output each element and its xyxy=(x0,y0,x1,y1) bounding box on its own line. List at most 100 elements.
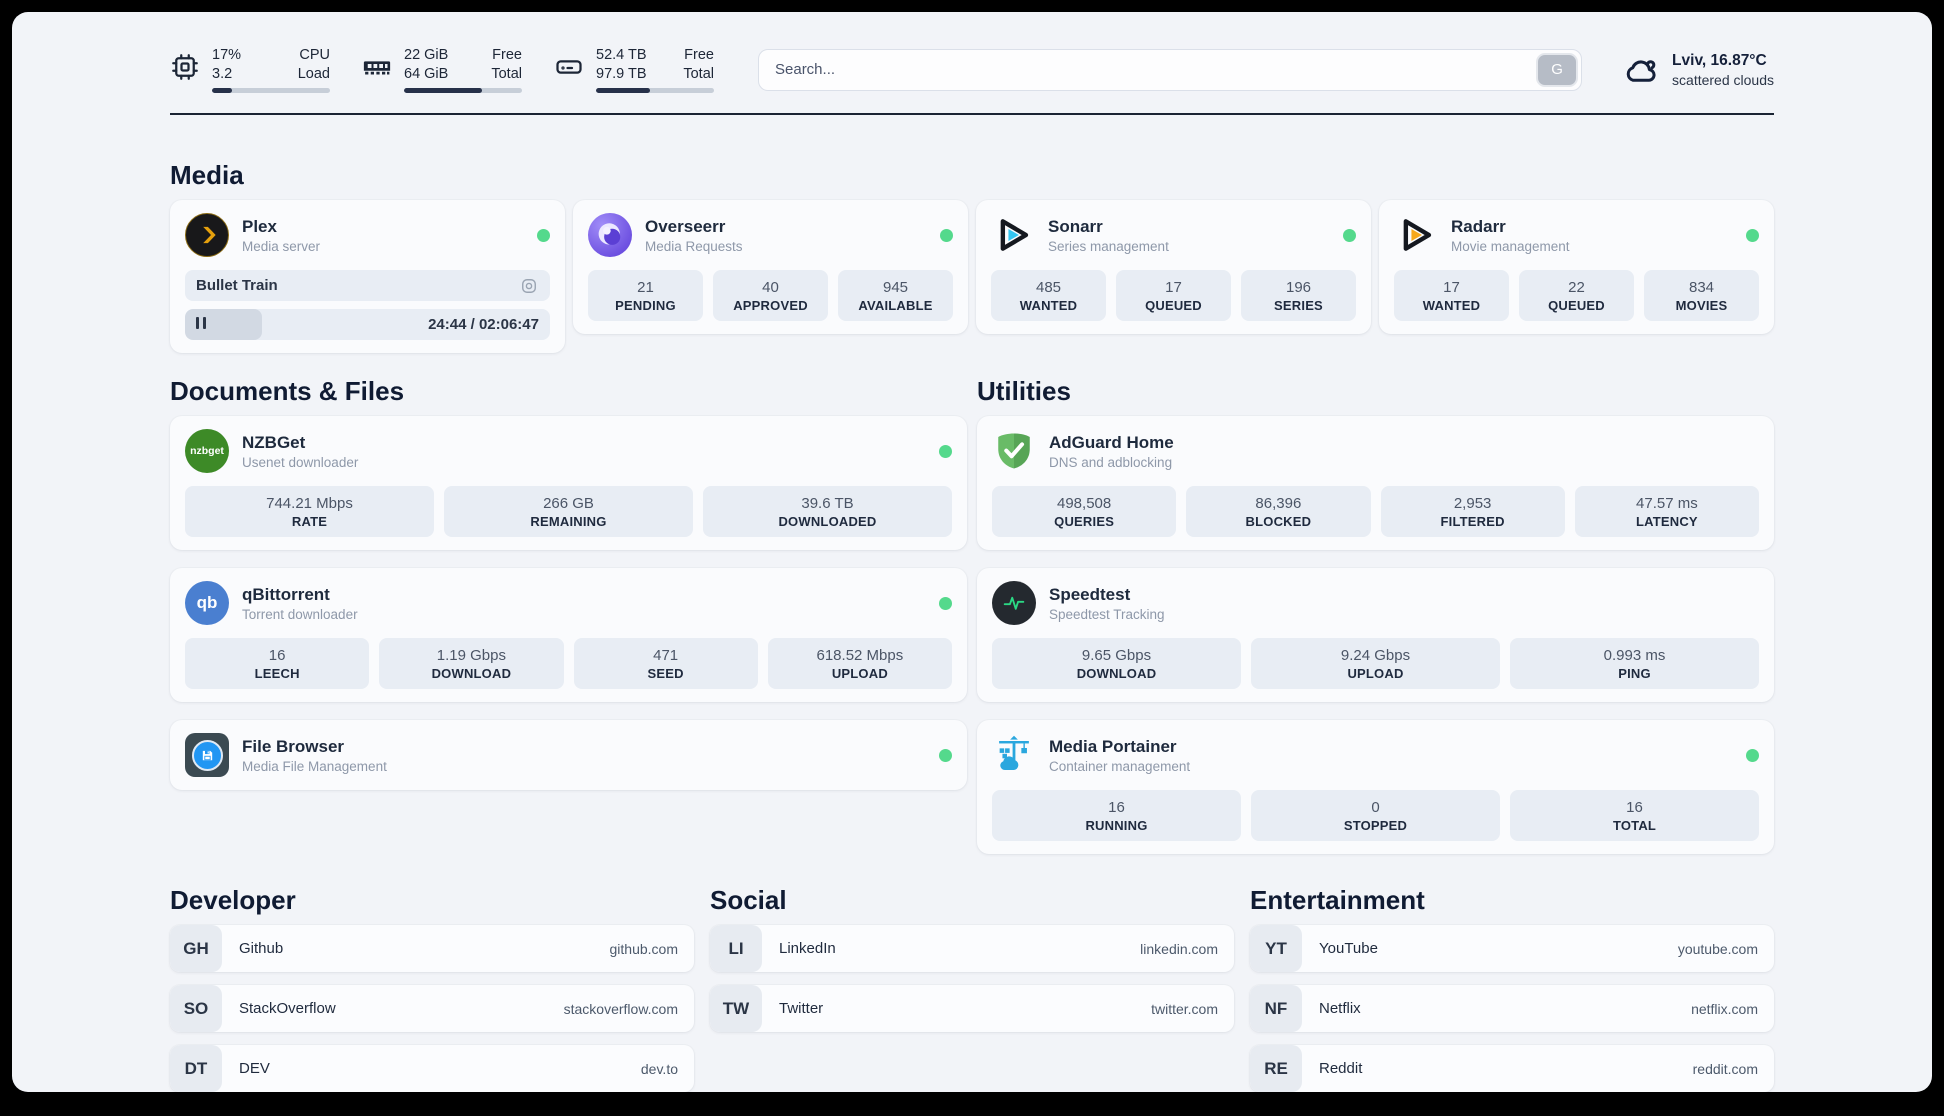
bookmark-youtube[interactable]: YT YouTube youtube.com xyxy=(1250,925,1774,972)
qbittorrent-icon: qb xyxy=(185,581,229,625)
qbittorrent-status-dot xyxy=(939,596,952,610)
cloud-icon xyxy=(1622,51,1660,89)
search-bar: G xyxy=(758,48,1583,91)
storage-icon xyxy=(554,52,584,82)
nzbget-title: NZBGet xyxy=(242,432,306,452)
portainer-subtitle: Container management xyxy=(1049,758,1191,774)
filebrowser-subtitle: Media File Management xyxy=(242,758,387,774)
section-entertainment: Entertainment YT YouTube youtube.com NF … xyxy=(1250,884,1774,1092)
section-developer: Developer GH Github github.com SO StackO… xyxy=(170,884,694,1092)
memory-free-label: Free xyxy=(492,47,522,63)
adguard-stat-queries: 498,508 QUERIES xyxy=(992,486,1177,537)
bookmark-reddit[interactable]: RE Reddit reddit.com xyxy=(1250,1045,1774,1092)
radarr-stat-queued: 22 QUEUED xyxy=(1519,270,1634,321)
radarr-stat-wanted: 17 WANTED xyxy=(1394,270,1509,321)
plex-time-display: 24:44 / 02:06:47 xyxy=(428,316,539,333)
portainer-stat-running: 16 RUNNING xyxy=(992,790,1241,841)
netflix-abbr-icon: NF xyxy=(1250,985,1302,1032)
bookmark-github[interactable]: GH Github github.com xyxy=(170,925,694,972)
storage-progress-bar xyxy=(596,88,714,93)
storage-free-value: 52.4 TB xyxy=(596,47,647,63)
qbittorrent-card[interactable]: qb qBittorrent Torrent downloader 16 LEE… xyxy=(170,568,967,702)
qbittorrent-stat-seed: 471 SEED xyxy=(573,638,758,689)
pause-icon[interactable] xyxy=(196,316,207,334)
sonarr-stat-series: 196 SERIES xyxy=(1241,270,1356,321)
qbittorrent-stat-download: 1.19 Gbps DOWNLOAD xyxy=(379,638,564,689)
search-engine-button[interactable]: G xyxy=(1536,52,1579,87)
radarr-card[interactable]: Radarr Movie management 17 WANTED 22 QUE… xyxy=(1379,200,1774,334)
adguard-stat-latency: 47.57 ms LATENCY xyxy=(1574,486,1759,537)
overseerr-icon xyxy=(588,213,632,257)
qbittorrent-stat-leech: 16 LEECH xyxy=(185,638,370,689)
adguard-card[interactable]: AdGuard Home DNS and adblocking 498,508 … xyxy=(977,416,1774,550)
portainer-status-dot xyxy=(1746,748,1759,762)
adguard-icon xyxy=(992,429,1036,473)
memory-free-value: 22 GiB xyxy=(404,47,449,63)
top-bar: 17% CPU 3.2 Load xyxy=(170,46,1774,93)
bookmark-twitter[interactable]: TW Twitter twitter.com xyxy=(710,985,1234,1032)
overseerr-card[interactable]: Overseerr Media Requests 21 PENDING 40 A… xyxy=(573,200,968,334)
speedtest-stat-upload: 9.24 Gbps UPLOAD xyxy=(1251,638,1500,689)
section-media: Media Plex Media server Bullet Train xyxy=(170,159,1774,353)
entertainment-section-title: Entertainment xyxy=(1250,885,1425,915)
radarr-status-dot xyxy=(1746,228,1759,242)
plex-now-playing-row: Bullet Train xyxy=(185,270,550,301)
storage-progress-fill xyxy=(596,88,651,93)
speedtest-stat-ping: 0.993 ms PING xyxy=(1510,638,1759,689)
media-section-title: Media xyxy=(170,160,244,190)
section-documents: Documents & Files nzbget NZBGet Usenet d… xyxy=(170,375,967,790)
adguard-title: AdGuard Home xyxy=(1049,432,1174,452)
storage-stat-widget: 52.4 TB Free 97.9 TB Total xyxy=(554,46,714,93)
nzbget-card[interactable]: nzbget NZBGet Usenet downloader 744.21 M… xyxy=(170,416,967,550)
plex-icon xyxy=(185,213,229,257)
qbittorrent-subtitle: Torrent downloader xyxy=(242,606,358,622)
linkedin-abbr-icon: LI xyxy=(710,925,762,972)
section-social: Social LI LinkedIn linkedin.com TW Twitt… xyxy=(710,884,1234,1032)
nzbget-stat-downloaded: 39.6 TB DOWNLOADED xyxy=(703,486,952,537)
portainer-card[interactable]: Media Portainer Container management 16 … xyxy=(977,720,1774,854)
radarr-title: Radarr xyxy=(1451,216,1506,236)
sonarr-title: Sonarr xyxy=(1048,216,1103,236)
utilities-section-title: Utilities xyxy=(977,376,1071,406)
weather-condition: scattered clouds xyxy=(1672,71,1774,88)
memory-progress-fill xyxy=(404,88,482,93)
github-abbr-icon: GH xyxy=(170,925,222,972)
filebrowser-icon xyxy=(185,733,229,777)
memory-total-label: Total xyxy=(491,66,522,82)
cpu-progress-fill xyxy=(212,88,233,93)
bookmark-netflix[interactable]: NF Netflix netflix.com xyxy=(1250,985,1774,1032)
plex-title: Plex xyxy=(242,216,277,236)
adguard-subtitle: DNS and adblocking xyxy=(1049,454,1173,470)
qbittorrent-title: qBittorrent xyxy=(242,584,330,604)
plex-card[interactable]: Plex Media server Bullet Train xyxy=(170,200,565,353)
adguard-stat-blocked: 86,396 BLOCKED xyxy=(1186,486,1371,537)
plex-player-progress: 24:44 / 02:06:47 xyxy=(185,309,550,340)
cpu-icon xyxy=(170,52,200,82)
search-input[interactable] xyxy=(758,48,1583,91)
sonarr-icon xyxy=(991,213,1035,257)
nzbget-stat-remaining: 266 GB REMAINING xyxy=(444,486,693,537)
twitter-abbr-icon: TW xyxy=(710,985,762,1032)
speedtest-card[interactable]: Speedtest Speedtest Tracking 9.65 Gbps D… xyxy=(977,568,1774,702)
developer-section-title: Developer xyxy=(170,885,296,915)
filebrowser-card[interactable]: File Browser Media File Management xyxy=(170,720,967,790)
storage-total-label: Total xyxy=(683,66,714,82)
speedtest-title: Speedtest xyxy=(1049,584,1131,604)
radarr-stat-movies: 834 MOVIES xyxy=(1644,270,1759,321)
bookmark-dev[interactable]: DT DEV dev.to xyxy=(170,1045,694,1092)
bookmark-stackoverflow[interactable]: SO StackOverflow stackoverflow.com xyxy=(170,985,694,1032)
sonarr-card[interactable]: Sonarr Series management 485 WANTED 17 Q… xyxy=(976,200,1371,334)
cpu-progress-bar xyxy=(212,88,330,93)
memory-total-value: 64 GiB xyxy=(404,66,449,82)
memory-progress-bar xyxy=(404,88,522,93)
cpu-label: CPU xyxy=(299,47,330,63)
overseerr-stat-pending: 21 PENDING xyxy=(588,270,703,321)
filebrowser-title: File Browser xyxy=(242,736,345,756)
overseerr-subtitle: Media Requests xyxy=(645,238,743,254)
header-divider xyxy=(170,113,1774,115)
nzbget-status-dot xyxy=(939,444,952,458)
qbittorrent-stat-upload: 618.52 Mbps UPLOAD xyxy=(767,638,952,689)
bookmark-linkedin[interactable]: LI LinkedIn linkedin.com xyxy=(710,925,1234,972)
record-icon xyxy=(519,276,539,296)
adguard-stat-filtered: 2,953 FILTERED xyxy=(1380,486,1565,537)
